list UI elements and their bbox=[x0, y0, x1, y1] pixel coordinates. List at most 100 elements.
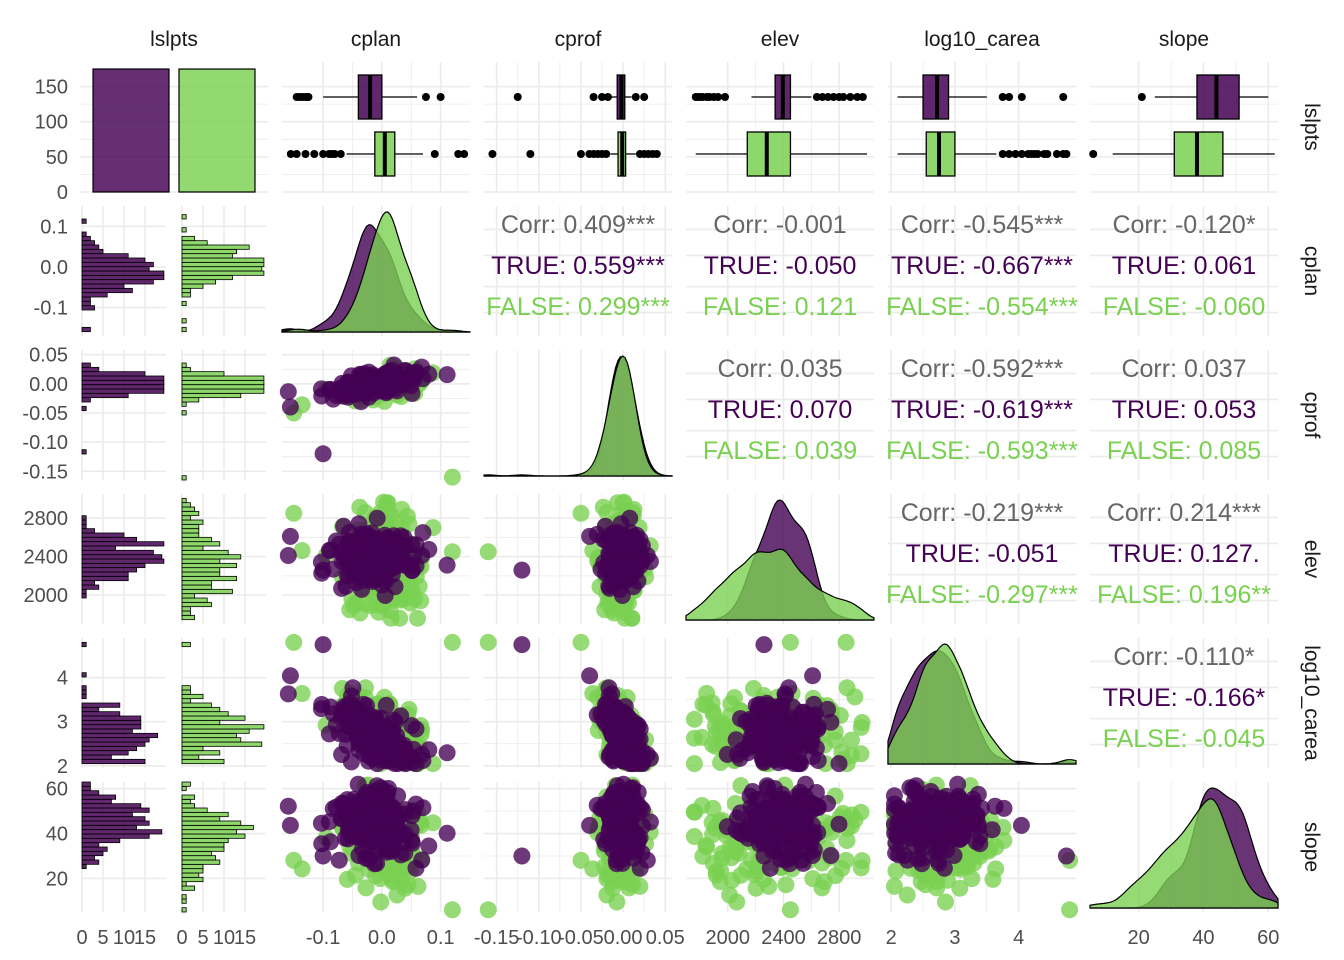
hist-bar-cprof-FALSE bbox=[181, 379, 265, 386]
scatter-point-slope-elev-FALSE bbox=[694, 847, 712, 865]
tick-x-hist-false: 15 bbox=[234, 927, 256, 949]
scatter-point-slope-log10_carea-TRUE bbox=[908, 816, 925, 834]
scatter-point-slope-elev-FALSE bbox=[837, 851, 855, 869]
scatter-point-slope-elev-FALSE bbox=[711, 873, 729, 891]
hist-bar-log10_carea-TRUE bbox=[81, 689, 87, 695]
panel-grid-cplan-elev bbox=[726, 206, 840, 336]
hist-bar-log10_carea-TRUE bbox=[81, 702, 121, 708]
strip-top-cplan: cplan bbox=[351, 28, 401, 51]
scatter-point-cprof-cplan-TRUE bbox=[314, 445, 332, 463]
scatter-point-log10_carea-elev-TRUE bbox=[780, 679, 798, 697]
hist-bar-cprof-FALSE bbox=[181, 410, 187, 416]
box-outlier-cprof-FALSE bbox=[488, 150, 497, 158]
box-outlier-cplan-FALSE bbox=[286, 150, 295, 158]
hist-bar-log10_carea-FALSE bbox=[181, 741, 263, 747]
scatter-point-log10_carea-cprof-TRUE bbox=[581, 667, 599, 685]
scatter-point-elev-cplan-TRUE bbox=[350, 515, 368, 533]
scatter-point-slope-log10_carea-FALSE bbox=[885, 877, 903, 895]
density-slope-FALSE bbox=[1089, 798, 1279, 909]
scatter-point-log10_carea-cplan-TRUE bbox=[338, 737, 356, 755]
scatter-point-elev-cplan-TRUE bbox=[333, 579, 351, 597]
hist-bar-slope-TRUE bbox=[81, 781, 91, 787]
hist-bar-cprof-TRUE bbox=[81, 371, 146, 377]
scatter-point-cprof-cplan-TRUE bbox=[312, 380, 330, 398]
hist-bar-cprof-FALSE bbox=[181, 371, 225, 377]
box-outlier-elev-TRUE bbox=[812, 93, 821, 101]
box-outlier-cplan-FALSE bbox=[310, 150, 319, 158]
scatter-point-slope-log10_carea-FALSE bbox=[887, 862, 905, 880]
scatter-point-elev-cplan-TRUE bbox=[327, 532, 345, 550]
scatter-point-slope-cplan-TRUE bbox=[360, 850, 378, 868]
box-outlier-log10_carea-FALSE bbox=[1062, 150, 1071, 158]
box-outlier-cplan-TRUE bbox=[421, 93, 430, 101]
scatter-point-log10_carea-elev-FALSE bbox=[685, 729, 703, 747]
scatter-point-slope-cprof-TRUE bbox=[631, 859, 649, 877]
scatter-point-log10_carea-elev-TRUE bbox=[801, 733, 819, 751]
scatter-point-slope-log10_carea-FALSE bbox=[898, 886, 916, 904]
box-outlier-log10_carea-TRUE bbox=[1059, 93, 1068, 101]
scatter-point-log10_carea-cplan-FALSE bbox=[293, 685, 311, 702]
hist-bar-slope-FALSE bbox=[181, 803, 195, 809]
hist-bar-slope-TRUE bbox=[81, 798, 112, 805]
scatter-point-log10_carea-cplan-TRUE bbox=[379, 733, 396, 751]
box-outlier-elev-TRUE bbox=[818, 93, 827, 101]
strip-top-slope: slope bbox=[1159, 28, 1209, 51]
hist-bar-elev-FALSE bbox=[181, 554, 242, 560]
hist-bar-slope-FALSE bbox=[181, 863, 204, 870]
scatter-point-log10_carea-cplan-FALSE bbox=[285, 633, 303, 651]
tick-y-elev: 2000 bbox=[24, 585, 69, 607]
tick-y-lslpts: 150 bbox=[35, 77, 68, 99]
density-cplan-FALSE bbox=[281, 211, 471, 333]
hist-bar-elev-TRUE bbox=[81, 523, 87, 530]
scatter-point-slope-cprof-TRUE bbox=[600, 799, 618, 817]
scatter-point-slope-cplan-TRUE bbox=[322, 833, 339, 851]
scatter-point-log10_carea-elev-FALSE bbox=[722, 695, 740, 713]
hist-bar-log10_carea-FALSE bbox=[181, 732, 237, 739]
hist-bar-log10_carea-TRUE bbox=[81, 719, 142, 726]
tick-y-slope: 20 bbox=[46, 868, 68, 890]
hist-bar-log10_carea-TRUE bbox=[81, 741, 146, 747]
scatter-point-elev-cplan-FALSE bbox=[293, 542, 311, 560]
hist-bar-slope-TRUE bbox=[81, 859, 100, 865]
density-elev-FALSE bbox=[685, 548, 875, 621]
scatter-point-slope-cplan-FALSE bbox=[443, 901, 461, 919]
hist-bar-elev-FALSE bbox=[181, 549, 229, 556]
hist-bar-cprof-TRUE bbox=[81, 392, 129, 399]
strip-top-lslpts: lslpts bbox=[150, 28, 198, 51]
hist-bar-elev-FALSE bbox=[181, 571, 221, 577]
scatter-point-slope-log10_carea-FALSE bbox=[1061, 901, 1079, 919]
scatter-point-elev-cprof-TRUE bbox=[588, 525, 606, 543]
hist-bar-cprof-TRUE bbox=[81, 362, 91, 368]
hist-bar-elev-FALSE bbox=[181, 606, 191, 612]
scatter-point-log10_carea-elev-FALSE bbox=[842, 731, 860, 749]
scatter-point-log10_carea-cprof-FALSE bbox=[572, 633, 590, 651]
scatter-point-slope-elev-TRUE bbox=[739, 819, 756, 837]
scatter-point-log10_carea-elev-TRUE bbox=[789, 755, 806, 773]
hist-bar-slope-FALSE bbox=[181, 798, 191, 805]
corr-true-label: TRUE: 0.559*** bbox=[491, 252, 665, 280]
scatter-point-elev-cplan-TRUE bbox=[344, 544, 362, 562]
scatter-point-slope-cprof-TRUE bbox=[513, 847, 531, 865]
hist-bar-slope-FALSE bbox=[181, 833, 246, 839]
hist-bar-elev-TRUE bbox=[81, 571, 129, 577]
scatter-point-elev-cprof-TRUE bbox=[513, 561, 531, 579]
scatter-point-slope-cplan-TRUE bbox=[420, 837, 438, 855]
scatter-point-elev-cprof-FALSE bbox=[572, 504, 590, 522]
box-outlier-elev-TRUE bbox=[853, 93, 862, 101]
hist-bar-log10_carea-FALSE bbox=[181, 685, 191, 691]
scatter-point-slope-log10_carea-TRUE bbox=[896, 847, 913, 864]
scatter-point-elev-cplan-TRUE bbox=[388, 551, 406, 569]
hist-bar-elev-TRUE bbox=[81, 549, 154, 556]
tick-x-hist-true: 5 bbox=[97, 927, 108, 949]
panel-grid-cplan-slope bbox=[1137, 206, 1270, 336]
strip-right-elev: elev bbox=[1300, 540, 1323, 579]
scatter-point-log10_carea-elev-FALSE bbox=[852, 718, 870, 736]
hist-bar-slope-FALSE bbox=[181, 859, 221, 865]
scatter-point-slope-cplan-TRUE bbox=[403, 807, 421, 825]
hist-bar-elev-FALSE bbox=[181, 510, 200, 517]
hist-bar-slope-TRUE bbox=[81, 824, 137, 831]
tick-x-hist-false: 5 bbox=[197, 927, 208, 949]
box-outlier-cplan-TRUE bbox=[436, 93, 445, 101]
tick-x-slope: 40 bbox=[1192, 927, 1214, 949]
scatter-point-log10_carea-elev-FALSE bbox=[843, 747, 861, 764]
